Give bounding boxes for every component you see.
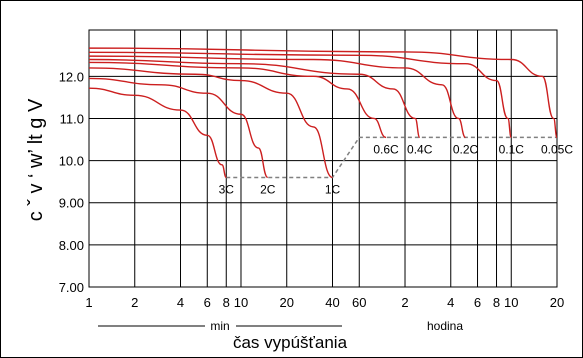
y-tick-label: 9.00 (59, 196, 84, 211)
x-tick-label: 20 (550, 295, 564, 310)
x-tick-label: 4 (177, 295, 184, 310)
x-axis-label: čas vypúšťania (233, 333, 348, 352)
x-tick-label: 2 (131, 295, 138, 310)
x-tick-label: 10 (504, 295, 518, 310)
rate-label: 3C (219, 182, 235, 196)
x-tick-label: 6 (474, 295, 481, 310)
x-tick-label: 2 (401, 295, 408, 310)
plot-area (89, 30, 557, 287)
rate-label: 0.1C (499, 142, 525, 156)
x-tick-label: 10 (234, 295, 248, 310)
rate-label: 1C (325, 182, 341, 196)
x-tick-label: 20 (280, 295, 294, 310)
x-tick-label: 60 (352, 295, 366, 310)
x-tick-label: 8 (493, 295, 500, 310)
rate-label: 0.2C (453, 142, 479, 156)
x-unit-min: min (210, 319, 229, 333)
y-tick-label: 11.0 (60, 111, 84, 126)
x-tick-label: 40 (325, 295, 339, 310)
y-tick-label: 10.0 (59, 154, 84, 169)
x-tick-label: 8 (223, 295, 230, 310)
y-tick-label: 12.0 (59, 69, 84, 84)
x-tick-label: 6 (204, 295, 211, 310)
x-tick-label: 4 (447, 295, 454, 310)
rate-label: 0.6C (373, 142, 399, 156)
x-unit-hour: hodina (427, 319, 463, 333)
rate-label: 0.4C (407, 142, 433, 156)
y-axis-label: c ˇ v ‘ w’ lt g V (25, 98, 47, 221)
y-tick-label: 8.00 (59, 238, 84, 253)
rate-label: 0.05C (541, 142, 573, 156)
x-tick-label: 1 (85, 295, 92, 310)
y-tick-label: 7.00 (59, 280, 84, 295)
rate-label: 2C (260, 182, 276, 196)
